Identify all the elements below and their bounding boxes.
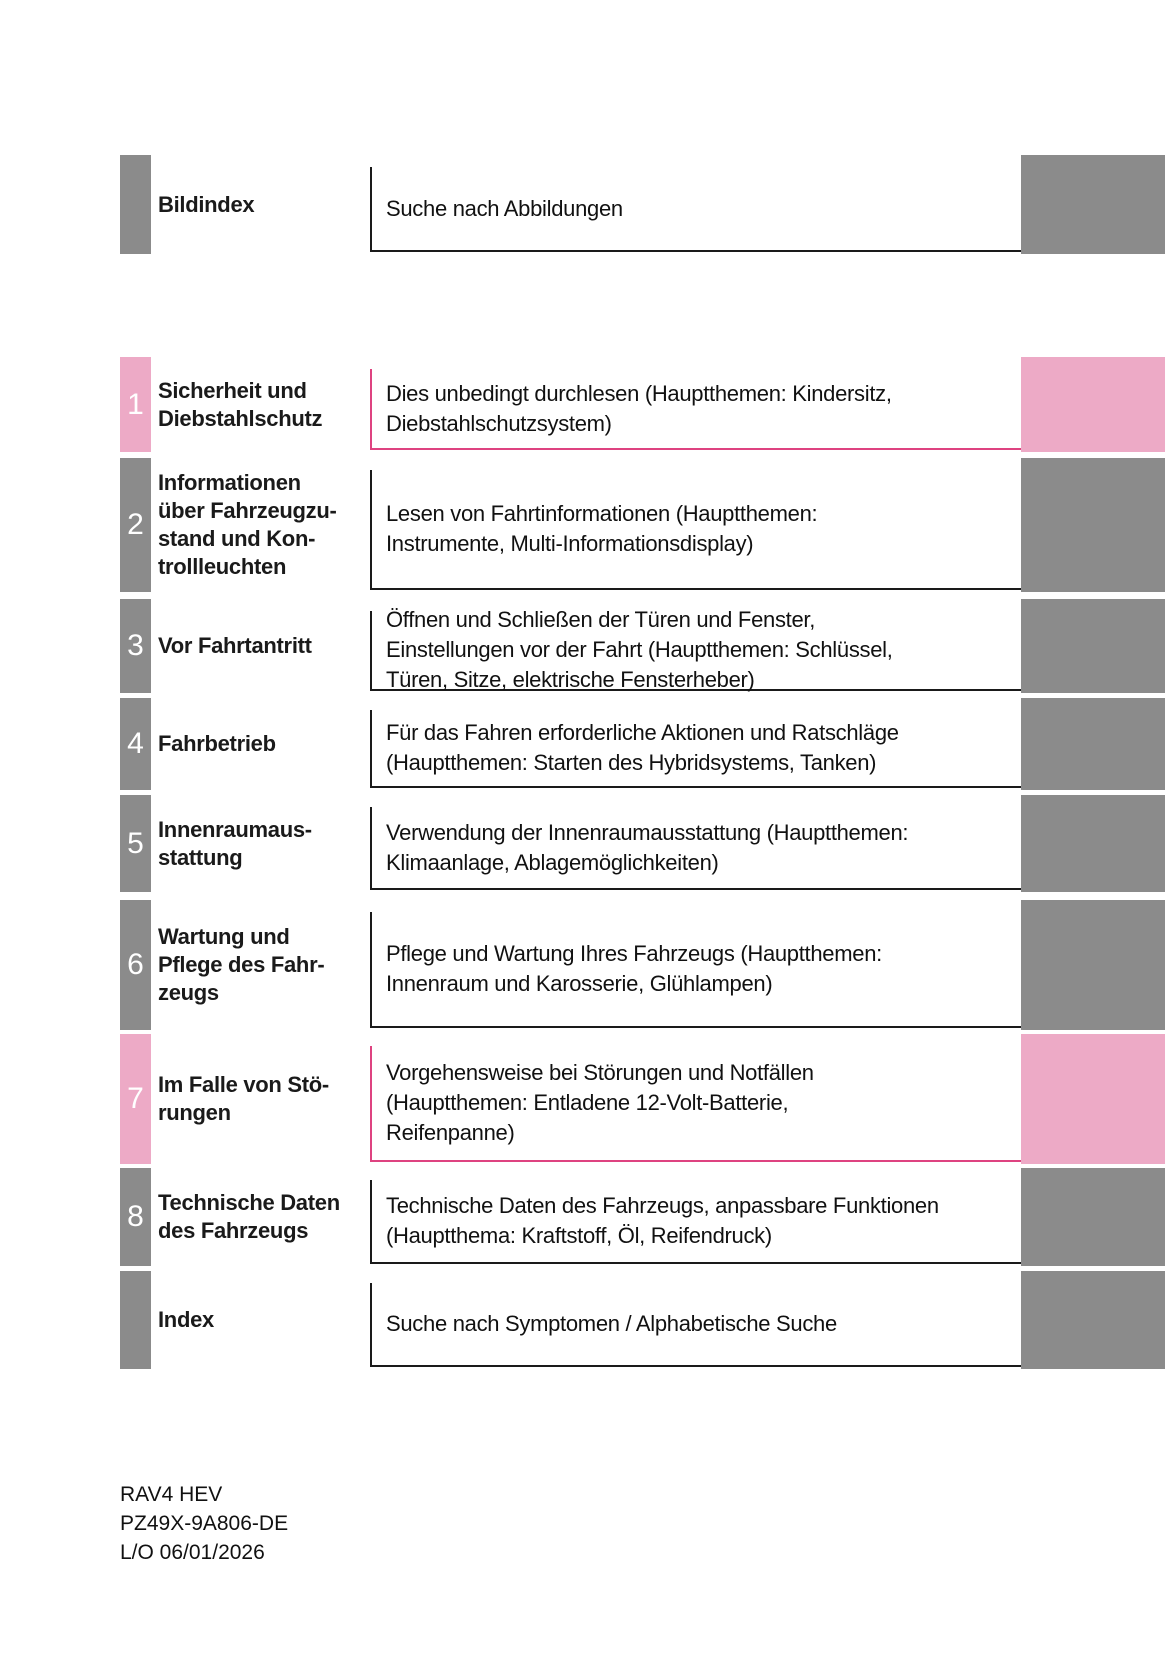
chapter-description-box: Suche nach Symptomen / Alphabetische Suc… <box>370 1283 1021 1367</box>
chapter-color-block <box>1021 1168 1165 1266</box>
chapter-description-box: Suche nach Abbildungen <box>370 167 1021 252</box>
chapter-tab: 5 <box>120 795 151 892</box>
chapter-title: Im Falle von Stö- rungen <box>158 1072 329 1125</box>
chapter-tab: 3 <box>120 599 151 693</box>
chapter-description: Pflege und Wartung Ihres Fahrzeugs (Haup… <box>386 941 882 996</box>
chapter-description-box: Verwendung der Innenraumausstattung (Hau… <box>370 807 1021 890</box>
chapter-number: 6 <box>127 948 144 981</box>
chapter-tab: 7 <box>120 1034 151 1164</box>
toc-row-chapter-7: 7 Im Falle von Stö- rungen Vorgehensweis… <box>0 1034 1165 1164</box>
chapter-tab <box>120 1271 151 1369</box>
chapter-title: Informationen über Fahrzeugzu- stand und… <box>158 470 337 579</box>
chapter-description: Vorgehensweise bei Störungen und Notfäll… <box>386 1060 814 1145</box>
chapter-color-block <box>1021 698 1165 790</box>
chapter-color-block <box>1021 458 1165 592</box>
chapter-color-block <box>1021 795 1165 892</box>
chapter-description-box: Dies unbedingt durchlesen (Hauptthemen: … <box>370 369 1021 450</box>
chapter-description: Dies unbedingt durchlesen (Hauptthemen: … <box>386 380 892 436</box>
chapter-tab: 8 <box>120 1168 151 1266</box>
chapter-description-box: Für das Fahren erforderliche Aktionen un… <box>370 710 1021 788</box>
chapter-tab: 6 <box>120 900 151 1030</box>
chapter-description-box: Vorgehensweise bei Störungen und Notfäll… <box>370 1046 1021 1162</box>
toc-row-index: Index Suche nach Symptomen / Alphabetisc… <box>0 1271 1165 1369</box>
chapter-description: Lesen von Fahrtinformationen (Haupttheme… <box>386 501 818 556</box>
toc-row-chapter-6: 6 Wartung und Pflege des Fahr- zeugs Pfl… <box>0 900 1165 1030</box>
chapter-description-box: Technische Daten des Fahrzeugs, anpassba… <box>370 1180 1021 1264</box>
chapter-description-box: Lesen von Fahrtinformationen (Haupttheme… <box>370 470 1021 590</box>
chapter-tab <box>120 155 151 254</box>
chapter-title: Technische Daten des Fahrzeugs <box>158 1190 340 1243</box>
chapter-description: Öffnen und Schließen der Türen und Fenst… <box>386 607 893 692</box>
chapter-description-box: Öffnen und Schließen der Türen und Fenst… <box>370 607 1021 692</box>
chapter-number: 2 <box>127 508 144 541</box>
chapter-tab: 4 <box>120 698 151 790</box>
chapter-description: Technische Daten des Fahrzeugs, anpassba… <box>386 1193 939 1248</box>
print-code-footer: RAV4 HEV PZ49X-9A806-DE L/O 06/01/2026 <box>120 1483 289 1564</box>
chapter-tab: 2 <box>120 458 151 592</box>
chapter-color-block <box>1021 357 1165 452</box>
chapter-description: Für das Fahren erforderliche Aktionen un… <box>386 720 899 775</box>
toc-row-chapter-8: 8 Technische Daten des Fahrzeugs Technis… <box>0 1168 1165 1266</box>
chapter-description: Suche nach Abbildungen <box>386 195 623 221</box>
chapter-number: 1 <box>127 387 144 421</box>
chapter-title: Index <box>158 1307 214 1332</box>
chapter-color-block <box>1021 599 1165 693</box>
chapter-title: Wartung und Pflege des Fahr- zeugs <box>158 924 325 1005</box>
toc-row-chapter-2: 2 Informationen über Fahrzeugzu- stand u… <box>0 458 1165 592</box>
chapter-color-block <box>1021 1034 1165 1164</box>
chapter-color-block <box>1021 900 1165 1030</box>
toc-row-bildindex: Bildindex Suche nach Abbildungen <box>0 155 1165 254</box>
chapter-tab: 1 <box>120 357 151 452</box>
chapter-number: 3 <box>127 629 144 662</box>
chapter-color-block <box>1021 1271 1165 1369</box>
chapter-number: 8 <box>127 1200 144 1233</box>
chapter-description-box: Pflege und Wartung Ihres Fahrzeugs (Haup… <box>370 912 1021 1028</box>
chapter-title: Bildindex <box>158 191 255 217</box>
chapter-description: Verwendung der Innenraumausstattung (Hau… <box>386 819 909 875</box>
toc-row-chapter-5: 5 Innenraumaus- stattung Verwendung der … <box>0 795 1165 892</box>
chapter-title: Sicherheit und Diebstahlschutz <box>158 377 323 431</box>
chapter-number: 4 <box>127 727 144 760</box>
chapter-color-block <box>1021 155 1165 254</box>
chapter-number: 5 <box>127 826 144 860</box>
toc-row-chapter-3: 3 Vor Fahrtantritt Öffnen und Schließen … <box>0 599 1165 693</box>
chapter-title: Fahrbetrieb <box>158 731 276 756</box>
toc-row-chapter-4: 4 Fahrbetrieb Für das Fahren erforderlic… <box>0 698 1165 790</box>
chapter-description: Suche nach Symptomen / Alphabetische Suc… <box>386 1311 837 1336</box>
chapter-title: Vor Fahrtantritt <box>158 633 312 658</box>
chapter-title: Innenraumaus- stattung <box>158 816 312 870</box>
toc-row-chapter-1: 1 Sicherheit und Diebstahlschutz Dies un… <box>0 357 1165 452</box>
chapter-number: 7 <box>127 1082 144 1115</box>
